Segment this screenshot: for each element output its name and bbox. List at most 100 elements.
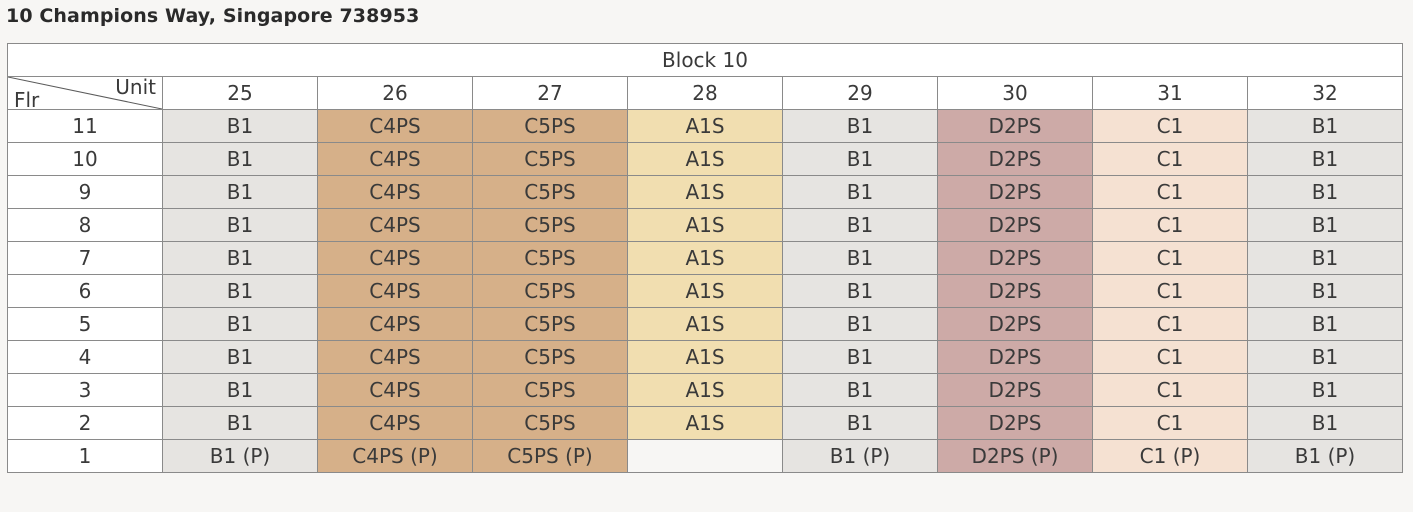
- unit-header-31: 31: [1092, 76, 1248, 110]
- unit-type-cell: D2PS (P): [937, 439, 1093, 473]
- table-row: 5 B1 C4PS C5PS A1S B1 D2PS C1 B1: [7, 307, 1403, 341]
- unit-type-cell: C4PS: [317, 109, 473, 143]
- unit-type-cell: B1: [782, 307, 938, 341]
- unit-type-cell: B1: [162, 373, 318, 407]
- unit-type-cell: A1S: [627, 406, 783, 440]
- unit-type-cell: B1: [1247, 142, 1403, 176]
- unit-type-cell: C5PS: [472, 175, 628, 209]
- unit-header-row: Unit Flr 25 26 27 28 29 30 31 32: [7, 75, 1403, 112]
- unit-type-cell: C4PS: [317, 142, 473, 176]
- unit-type-cell: C4PS: [317, 241, 473, 275]
- unit-type-cell: D2PS: [937, 406, 1093, 440]
- unit-type-cell: C5PS (P): [472, 439, 628, 473]
- unit-type-cell: C4PS: [317, 208, 473, 242]
- unit-type-cell: C1: [1092, 241, 1248, 275]
- unit-type-cell: A1S: [627, 175, 783, 209]
- unit-type-cell: A1S: [627, 208, 783, 242]
- table-row: 10 B1 C4PS C5PS A1S B1 D2PS C1 B1: [7, 142, 1403, 176]
- unit-type-cell: D2PS: [937, 340, 1093, 374]
- unit-type-cell: D2PS: [937, 142, 1093, 176]
- unit-type-cell: B1: [1247, 208, 1403, 242]
- unit-type-cell: A1S: [627, 274, 783, 308]
- unit-type-cell: D2PS: [937, 241, 1093, 275]
- unit-type-cell: D2PS: [937, 274, 1093, 308]
- table-row: 2 B1 C4PS C5PS A1S B1 D2PS C1 B1: [7, 406, 1403, 440]
- unit-type-cell: B1: [162, 340, 318, 374]
- floor-number: 11: [7, 109, 163, 143]
- floor-number: 10: [7, 142, 163, 176]
- unit-type-cell: B1: [782, 274, 938, 308]
- unit-type-cell: B1: [162, 109, 318, 143]
- unit-type-cell: C1: [1092, 373, 1248, 407]
- unit-type-cell: B1: [782, 340, 938, 374]
- unit-type-cell: C1: [1092, 307, 1248, 341]
- unit-type-cell: D2PS: [937, 373, 1093, 407]
- table-row: 9 B1 C4PS C5PS A1S B1 D2PS C1 B1: [7, 175, 1403, 209]
- unit-type-cell: C4PS: [317, 274, 473, 308]
- unit-type-cell: B1: [1247, 274, 1403, 308]
- table-row: 11 B1 C4PS C5PS A1S B1 D2PS C1 B1: [7, 109, 1403, 143]
- table-row: 6 B1 C4PS C5PS A1S B1 D2PS C1 B1: [7, 274, 1403, 308]
- unit-type-cell: B1: [782, 109, 938, 143]
- unit-type-cell: A1S: [627, 241, 783, 275]
- unit-type-cell: B1: [162, 241, 318, 275]
- unit-type-cell: B1: [162, 208, 318, 242]
- unit-type-cell: C1: [1092, 406, 1248, 440]
- unit-header-28: 28: [627, 76, 783, 110]
- unit-type-cell: B1 (P): [162, 439, 318, 473]
- unit-type-cell: C5PS: [472, 142, 628, 176]
- table-row: 7 B1 C4PS C5PS A1S B1 D2PS C1 B1: [7, 241, 1403, 275]
- table-row: 3 B1 C4PS C5PS A1S B1 D2PS C1 B1: [7, 373, 1403, 407]
- unit-header-30: 30: [937, 76, 1093, 110]
- unit-type-cell: B1: [782, 142, 938, 176]
- unit-type-cell: B1: [782, 406, 938, 440]
- unit-type-cell: C4PS: [317, 175, 473, 209]
- unit-type-cell: C1: [1092, 109, 1248, 143]
- diagonal-divider: [8, 77, 162, 109]
- unit-type-cell: C5PS: [472, 208, 628, 242]
- unit-matrix-table: Block 10 Unit Flr 25 26 27 28 29 30 31 32 11 B1 C…: [7, 43, 1403, 473]
- unit-type-cell: A1S: [627, 307, 783, 341]
- unit-type-cell: C4PS: [317, 406, 473, 440]
- unit-type-cell: C1: [1092, 274, 1248, 308]
- unit-type-cell: C4PS: [317, 373, 473, 407]
- unit-type-cell: B1: [782, 241, 938, 275]
- unit-type-cell: D2PS: [937, 307, 1093, 341]
- floor-number: 6: [7, 274, 163, 308]
- unit-type-cell: A1S: [627, 109, 783, 143]
- unit-type-cell: B1: [1247, 241, 1403, 275]
- unit-type-cell: B1 (P): [1247, 439, 1403, 473]
- floor-number: 2: [7, 406, 163, 440]
- unit-type-cell: B1: [1247, 109, 1403, 143]
- unit-header-32: 32: [1247, 76, 1403, 110]
- unit-type-cell: D2PS: [937, 175, 1093, 209]
- block-title: Block 10: [7, 43, 1403, 77]
- unit-type-cell: C4PS: [317, 340, 473, 374]
- unit-matrix-body: 11 B1 C4PS C5PS A1S B1 D2PS C1 B1 10 B1 C4PS C5PS A1S…: [7, 109, 1403, 473]
- unit-type-cell: C5PS: [472, 109, 628, 143]
- unit-type-cell: B1: [162, 307, 318, 341]
- unit-type-cell: A1S: [627, 373, 783, 407]
- unit-type-cell: C4PS: [317, 307, 473, 341]
- unit-header-26: 26: [317, 76, 473, 110]
- floor-number: 8: [7, 208, 163, 242]
- unit-type-cell: B1: [782, 208, 938, 242]
- unit-type-cell: B1 (P): [782, 439, 938, 473]
- unit-type-cell: C1: [1092, 142, 1248, 176]
- floor-number: 7: [7, 241, 163, 275]
- unit-type-cell: B1: [782, 175, 938, 209]
- unit-type-cell: A1S: [627, 142, 783, 176]
- unit-header-25: 25: [162, 76, 318, 110]
- floor-number: 1: [7, 439, 163, 473]
- floor-number: 4: [7, 340, 163, 374]
- unit-type-cell: B1: [1247, 406, 1403, 440]
- table-row: 8 B1 C4PS C5PS A1S B1 D2PS C1 B1: [7, 208, 1403, 242]
- table-row: 1 B1 (P) C4PS (P) C5PS (P) B1 (P) D2PS (P) C1 …: [7, 439, 1403, 473]
- unit-type-cell: C5PS: [472, 241, 628, 275]
- unit-type-cell: C5PS: [472, 340, 628, 374]
- unit-header-27: 27: [472, 76, 628, 110]
- unit-type-cell: B1: [162, 142, 318, 176]
- unit-type-cell: B1: [782, 373, 938, 407]
- unit-type-cell: D2PS: [937, 208, 1093, 242]
- unit-type-cell: C1: [1092, 208, 1248, 242]
